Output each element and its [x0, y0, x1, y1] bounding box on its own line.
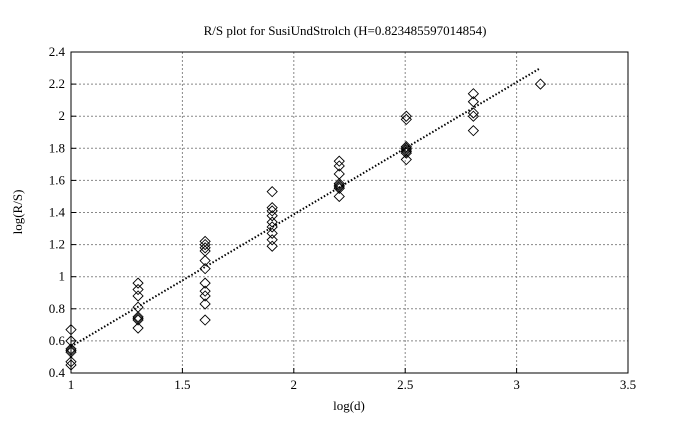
y-tick-label: 1.8 — [49, 140, 65, 155]
point — [132, 290, 144, 302]
point — [132, 322, 144, 334]
point — [266, 202, 278, 214]
point — [199, 263, 211, 275]
plot-frame — [70, 51, 629, 374]
point — [65, 343, 77, 355]
point — [65, 344, 77, 357]
point — [199, 245, 211, 257]
point — [467, 88, 480, 100]
point — [65, 359, 77, 371]
point — [266, 216, 278, 228]
point — [333, 160, 345, 172]
point — [132, 277, 144, 289]
y-tick-label: 1.4 — [49, 205, 66, 220]
y-axis-label: log(R/S) — [10, 190, 25, 235]
point — [199, 255, 211, 267]
x-tick-label: 3.5 — [620, 377, 636, 392]
point — [199, 290, 211, 302]
fit-line — [70, 67, 541, 348]
y-tick-label: 0.8 — [49, 301, 65, 316]
x-tick-label: 1 — [68, 377, 75, 392]
point — [132, 311, 144, 323]
point — [266, 221, 278, 233]
point — [333, 182, 345, 195]
point — [266, 240, 278, 252]
point — [467, 125, 480, 137]
point — [199, 285, 211, 297]
point — [65, 324, 77, 336]
point — [199, 238, 211, 251]
y-tick-label: 2.2 — [49, 76, 65, 91]
y-tick-label: 1.6 — [49, 172, 66, 187]
y-tick-label: 2 — [59, 108, 66, 123]
point — [400, 110, 412, 122]
point — [467, 96, 480, 108]
point — [400, 113, 412, 126]
point — [467, 110, 480, 122]
point — [534, 78, 547, 90]
point — [266, 234, 278, 246]
point — [132, 283, 144, 296]
point — [199, 298, 211, 310]
point — [333, 179, 345, 191]
x-tick-label: 2.5 — [397, 377, 413, 392]
point — [333, 177, 345, 190]
point — [400, 153, 412, 166]
y-tick-label: 2.4 — [49, 44, 66, 59]
y-tick-label: 1 — [59, 269, 66, 284]
point — [467, 107, 480, 119]
y-tick-label: 1.2 — [49, 237, 65, 252]
point — [266, 210, 278, 222]
point — [400, 141, 412, 153]
x-tick-label: 2 — [291, 377, 298, 392]
y-tick-label: 0.4 — [49, 365, 66, 380]
point — [132, 314, 144, 326]
chart-title: R/S plot for SusiUndStrolch (H=0.8234855… — [204, 23, 487, 38]
x-axis-label: log(d) — [333, 398, 365, 413]
point — [65, 356, 77, 368]
point — [266, 185, 278, 198]
y-tick-label: 0.6 — [49, 333, 66, 348]
x-tick-label: 3 — [513, 377, 520, 392]
point — [199, 277, 211, 289]
point — [199, 242, 211, 254]
point — [333, 155, 345, 167]
point — [266, 227, 278, 240]
point — [400, 147, 412, 159]
point — [333, 190, 345, 203]
point — [266, 205, 278, 217]
x-tick-label: 1.5 — [174, 377, 190, 392]
point — [199, 314, 211, 326]
